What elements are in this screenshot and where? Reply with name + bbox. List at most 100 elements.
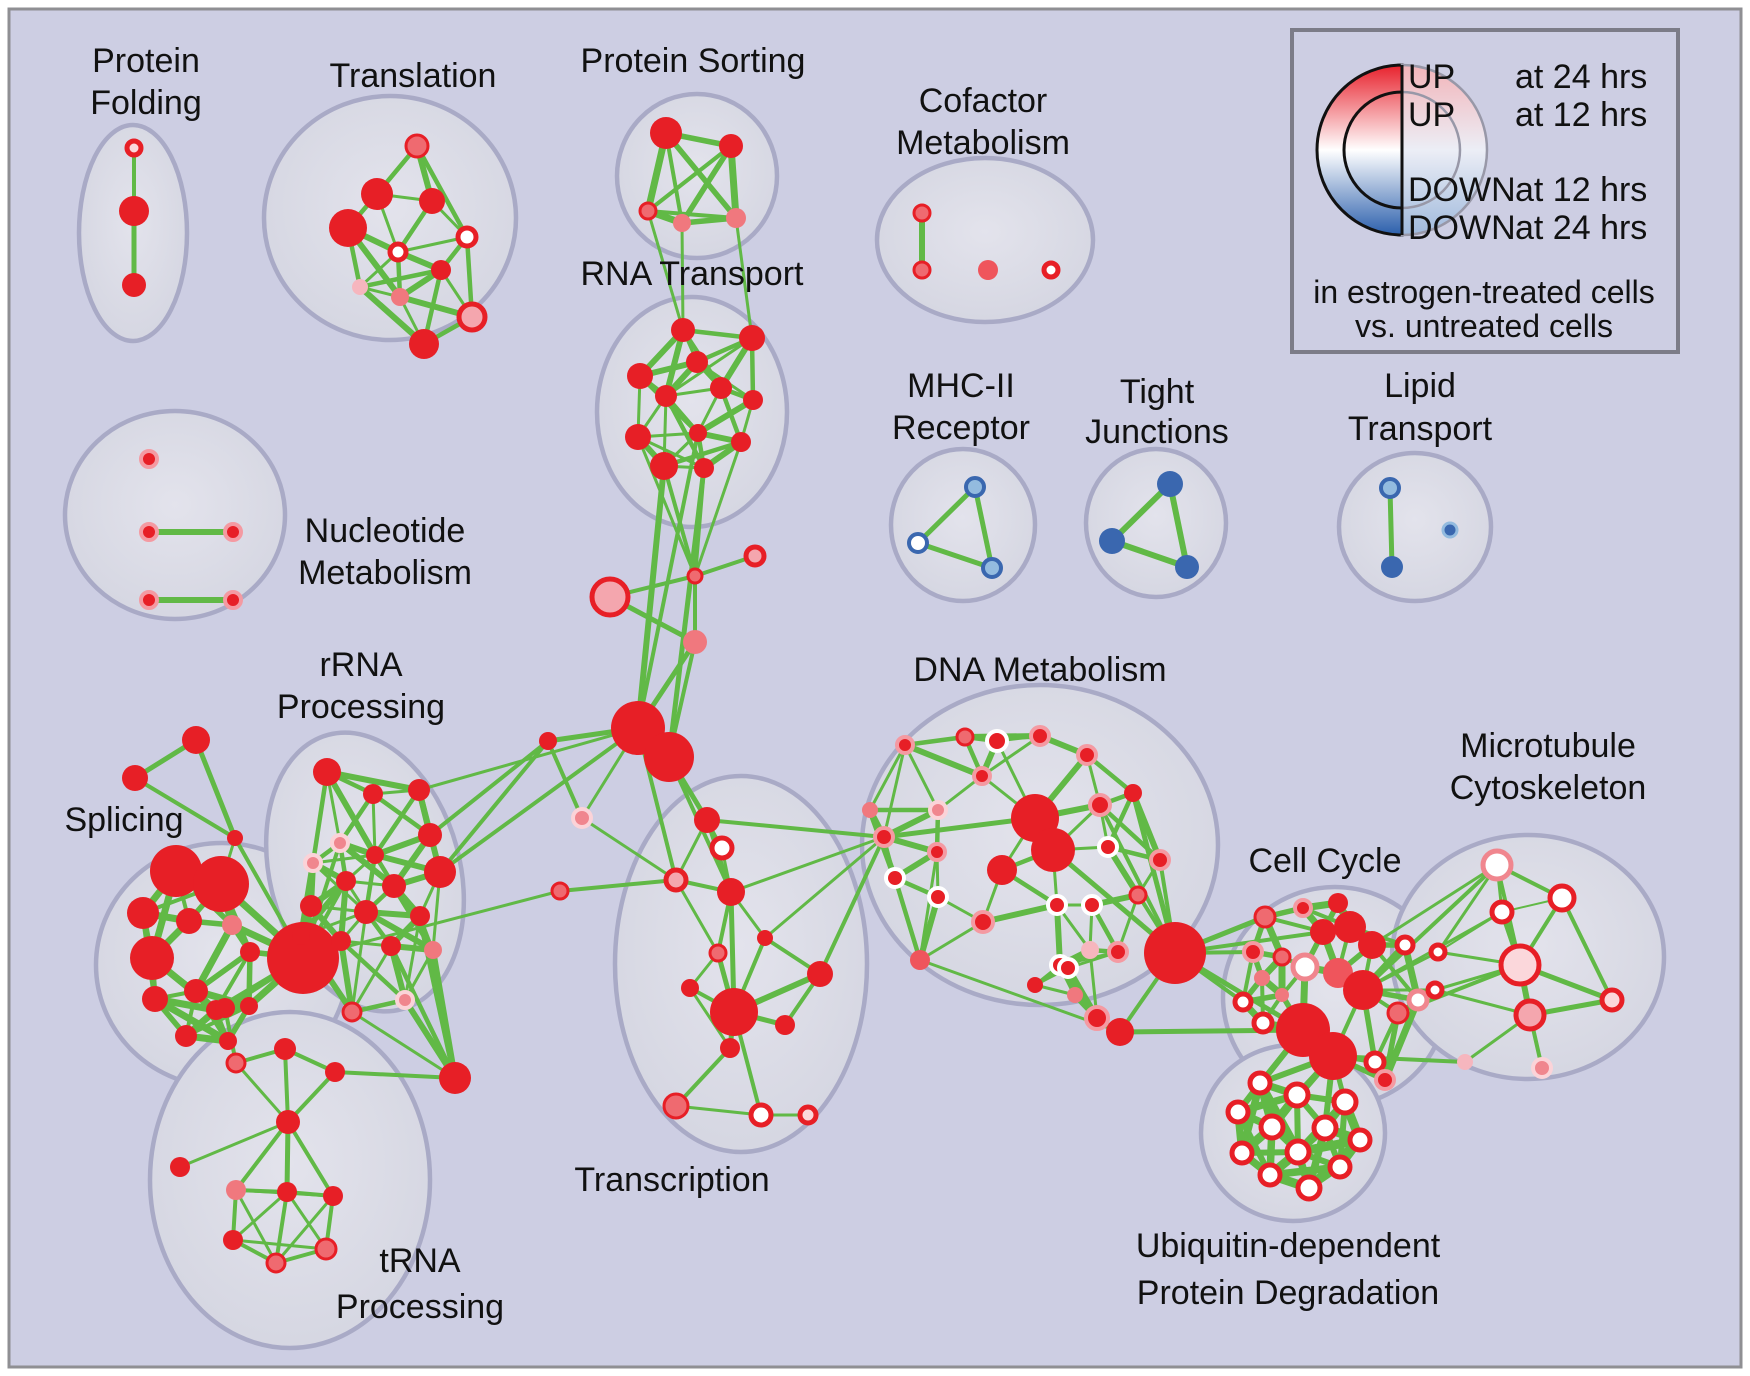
edge <box>417 726 640 792</box>
cluster-tight-junctions-ellipse <box>1083 446 1229 600</box>
node-tc11 <box>662 1092 690 1120</box>
edge <box>902 734 968 748</box>
edge <box>234 1188 278 1265</box>
node-tc1 <box>709 835 735 861</box>
legend-footer-line: in estrogen-treated cells <box>1313 274 1655 310</box>
node-tn11 <box>314 1237 338 1261</box>
labels-layer: Protein Folding Translation Protein Sorting… <box>64 42 1646 1326</box>
cluster-mhc-ii-receptor-label: Receptor <box>892 409 1030 447</box>
node-ub4 <box>1258 1113 1286 1141</box>
node-rt11 <box>694 458 714 478</box>
node-cn1 <box>571 807 593 829</box>
node-cn0 <box>539 732 557 750</box>
node-dm12 <box>1097 836 1119 858</box>
cluster-translation-label: Translation <box>330 57 497 95</box>
node-cy2 <box>1253 905 1277 929</box>
edge <box>636 431 700 730</box>
node-cy8 <box>1272 947 1292 967</box>
node-dm24 <box>955 727 975 747</box>
node-rr1 <box>363 784 383 804</box>
node-cy7 <box>1242 941 1264 963</box>
node-tc0 <box>694 807 720 833</box>
cluster-nucleotide-metabolism-label: Nucleotide <box>305 512 466 550</box>
cluster-rna-transport-label: RNA Transport <box>581 255 805 293</box>
cluster-lipid-transport-label: Transport <box>1348 410 1493 448</box>
node-sp10 <box>240 997 258 1015</box>
node-cy5 <box>1358 931 1386 959</box>
node-rr16 <box>292 927 310 945</box>
node-sp2 <box>127 897 159 929</box>
node-mh1 <box>907 532 929 554</box>
node-dm5 <box>928 800 948 820</box>
node-hb1 <box>686 567 704 585</box>
legend-direction-label-1: UP <box>1408 96 1455 134</box>
edge <box>333 1070 457 1080</box>
node-t1 <box>361 178 393 210</box>
node-ps2 <box>638 201 658 221</box>
node-cm3 <box>1041 260 1061 280</box>
node-dm11 <box>927 842 947 862</box>
node-cy13 <box>1232 991 1254 1013</box>
node-ub7 <box>1229 1140 1255 1166</box>
node-cy15 <box>1251 1011 1275 1035</box>
cluster-ubiquitin-degradation-label: Protein Degradation <box>1137 1274 1439 1312</box>
cluster-rrna-processing-label: rRNA <box>319 646 402 684</box>
edge <box>729 835 886 894</box>
edge <box>285 1190 328 1251</box>
edge <box>1361 863 1499 992</box>
edge <box>1167 481 1190 570</box>
node-mc9 <box>1457 1054 1473 1070</box>
edge <box>705 818 886 839</box>
edge <box>763 835 886 940</box>
node-mc7 <box>1599 987 1625 1013</box>
node-dm18 <box>884 867 906 889</box>
node-ub10 <box>1327 1154 1353 1180</box>
edge <box>372 787 422 858</box>
edge <box>680 221 685 332</box>
cluster-cofactor-metabolism-ellipse <box>874 155 1096 325</box>
legend-footer-line: vs. untreated cells <box>1355 308 1613 344</box>
node-tj2 <box>1175 555 1199 579</box>
node-rt3 <box>686 351 708 373</box>
node-dm19 <box>910 950 930 970</box>
node-tn7 <box>277 1182 297 1202</box>
node-t9 <box>456 301 488 333</box>
node-hub1 <box>267 922 339 994</box>
cluster-dna-metabolism-label: DNA Metabolism <box>913 651 1166 689</box>
node-dm17 <box>862 802 878 818</box>
edge <box>1387 485 1395 570</box>
node-lt1 <box>1381 556 1403 578</box>
node-tn1 <box>225 1052 247 1074</box>
node-dm22 <box>1027 977 1043 993</box>
edge <box>388 943 458 1081</box>
node-dm7 <box>1124 784 1142 802</box>
edge <box>915 484 978 546</box>
node-tn2 <box>274 1038 296 1060</box>
node-t4 <box>455 225 479 249</box>
edge <box>915 540 995 571</box>
cluster-nucleotide-metabolism-label: Metabolism <box>298 554 472 592</box>
edge <box>646 209 685 332</box>
node-cm1 <box>912 260 932 280</box>
node-rt2 <box>627 363 653 389</box>
edge <box>133 776 237 840</box>
node-sp12 <box>219 1032 237 1050</box>
edge <box>417 913 458 1081</box>
node-mc8 <box>1531 1057 1553 1079</box>
edge <box>151 995 232 1045</box>
node-nm0 <box>139 449 159 469</box>
node-sp4 <box>222 915 242 935</box>
node-cy6 <box>1328 893 1348 913</box>
edge <box>980 734 1042 778</box>
node-hb0 <box>589 576 631 618</box>
legend-ring-outer-left <box>1315 63 1404 237</box>
node-ub11 <box>1295 1174 1323 1202</box>
node-tc8 <box>710 988 758 1036</box>
edge <box>646 144 733 213</box>
node-tn3 <box>325 1062 345 1082</box>
edge <box>580 816 678 882</box>
node-cy3 <box>1310 919 1336 945</box>
node-t8 <box>391 288 409 306</box>
node-sp7 <box>184 979 208 1003</box>
